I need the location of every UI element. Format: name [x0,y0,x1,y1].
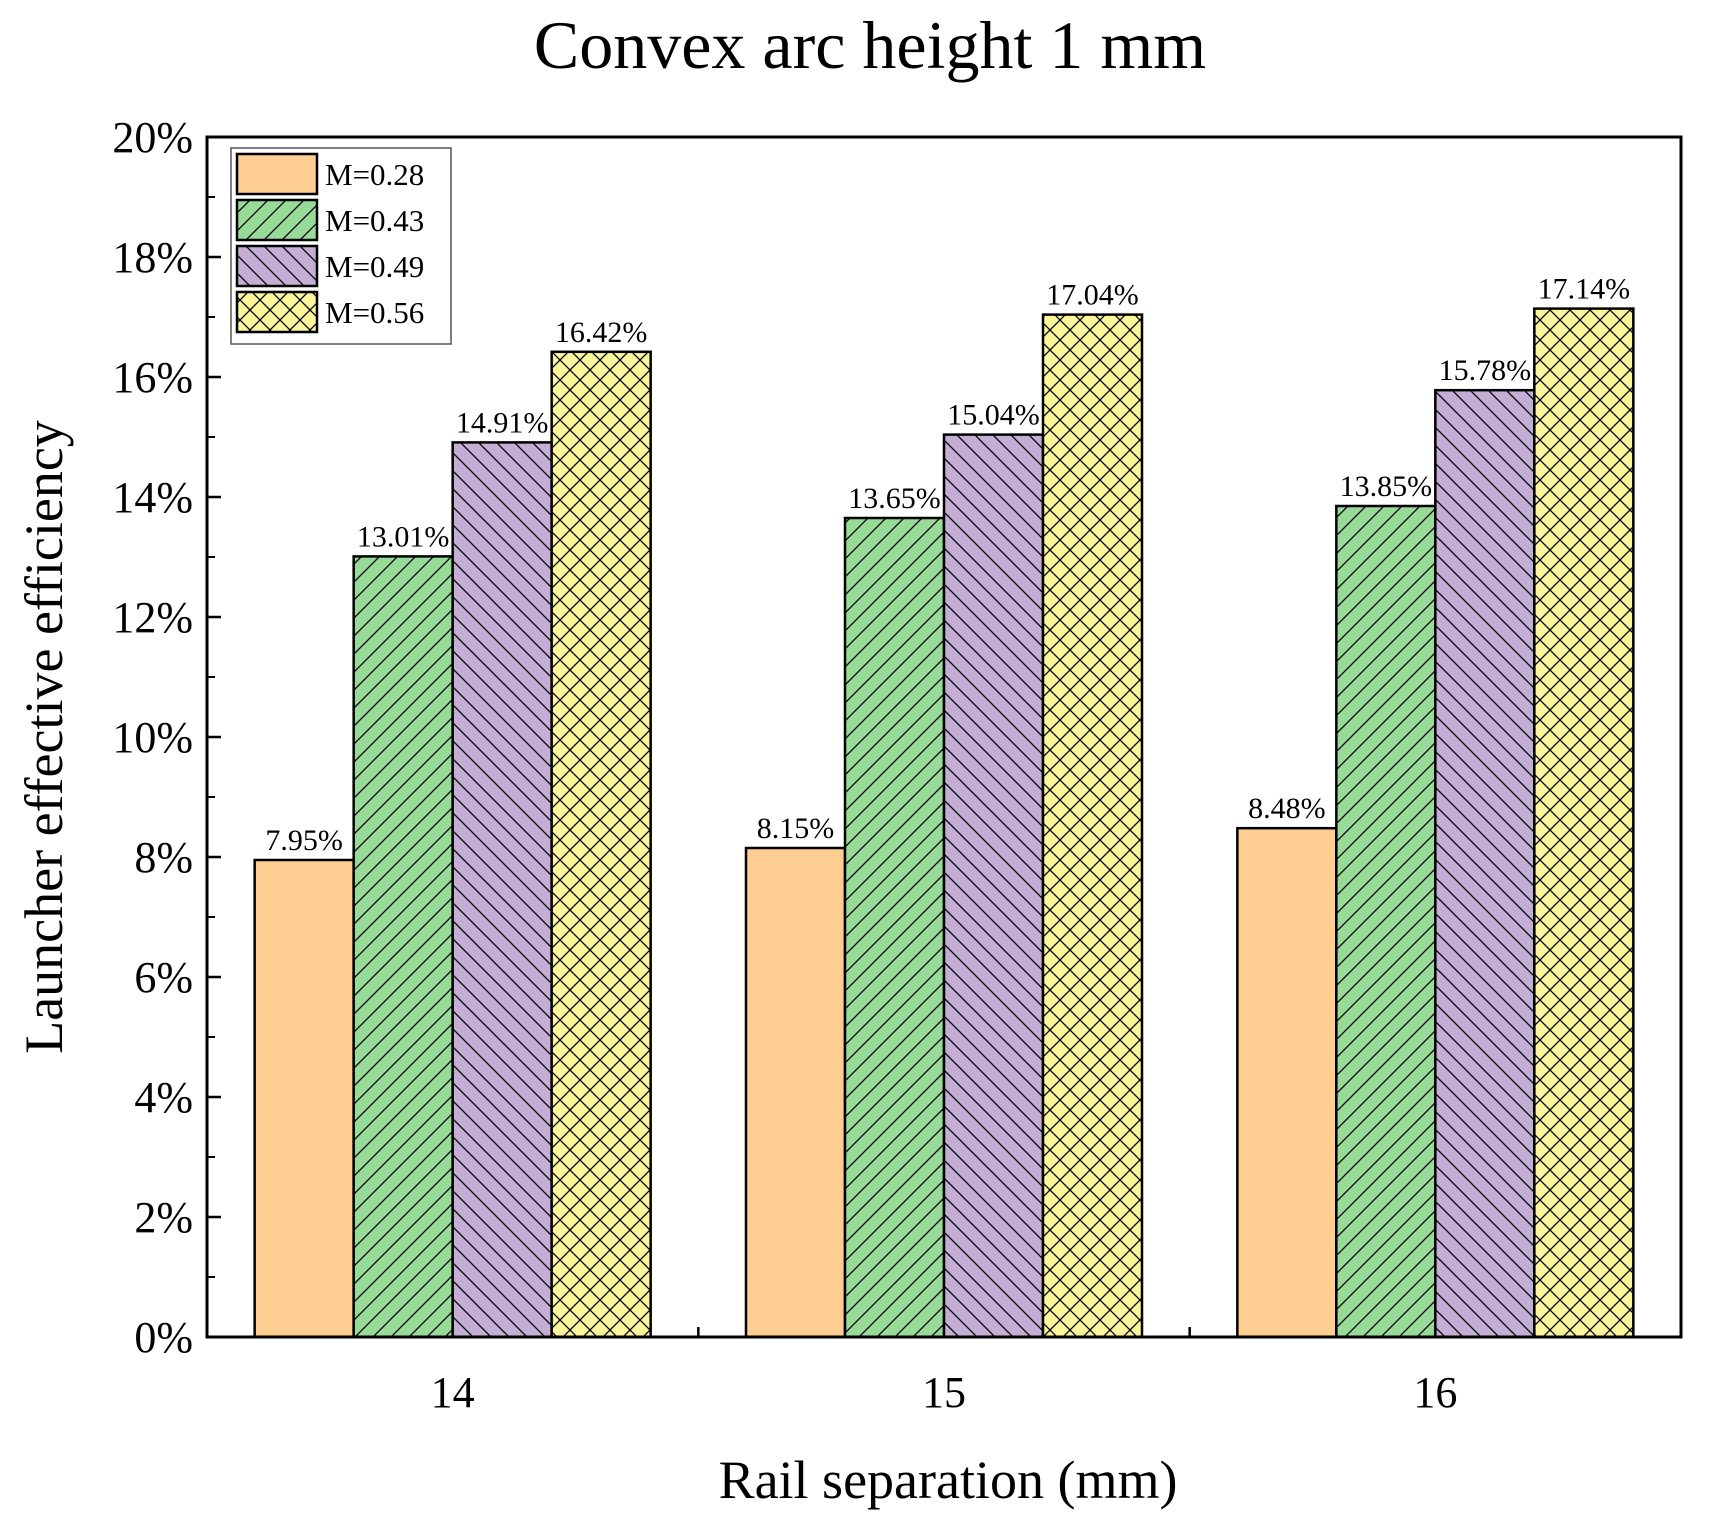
y-tick-label: 6% [134,953,193,1002]
x-axis-ticks: 14 15 16 [431,1327,1457,1417]
data-label: 16.42% [555,316,648,349]
x-axis-label: Rail separation (mm) [719,1450,1178,1510]
x-tick-label: 15 [922,1368,966,1417]
y-tick-label: 14% [112,473,193,522]
legend-label: M=0.28 [325,157,424,192]
legend-swatch-hatch [237,292,317,332]
y-tick-label: 12% [112,593,193,642]
y-tick-label: 10% [112,713,193,762]
data-label: 13.01% [357,520,450,553]
data-label: 8.15% [757,812,835,845]
data-label: 15.04% [947,399,1040,432]
legend-swatch-hatch [237,246,317,286]
legend-label: M=0.56 [325,295,424,330]
y-tick-label: 4% [134,1073,193,1122]
y-tick-label: 0% [134,1313,193,1362]
y-tick-label: 16% [112,353,193,402]
y-tick-label: 20% [112,113,193,162]
bars [253,307,1635,1339]
plot-frame [205,135,1683,1339]
bar-hatch [551,351,651,1337]
bar-hatch [1336,506,1436,1337]
x-tick-label: 14 [431,1368,475,1417]
y-tick-label: 18% [112,233,193,282]
bar [1237,828,1337,1337]
y-axis-label: Launcher effective efficiency [14,420,74,1054]
legend-swatch-outline [235,290,319,334]
bar-hatch [452,442,552,1337]
legend-swatch [237,154,317,194]
chart-title: Convex arc height 1 mm [534,7,1206,83]
legend: M=0.28 M=0.43 M=0.49 M=0.56 [230,147,452,345]
legend-label: M=0.43 [325,203,424,238]
legend-swatch-hatch [237,200,317,240]
data-label: 13.85% [1340,470,1433,503]
data-label: 17.04% [1046,279,1139,312]
bar-hatch [1534,308,1634,1338]
data-label: 8.48% [1248,792,1326,825]
legend-swatch-outline [235,198,319,242]
data-labels: 7.95% 13.01% 14.91% 16.42% 8.15% 13.65% 15.04%… [265,273,1630,857]
y-axis-ticks: 0% 2% 4% 6% 8% 10% 12% 14% 16% 18% 20% [112,113,221,1362]
bar-hatch [1435,390,1535,1337]
y-tick-label: 2% [134,1193,193,1242]
y-tick-label: 8% [134,833,193,882]
data-label: 17.14% [1538,273,1631,306]
bar [746,848,845,1337]
bar-hatch [944,434,1043,1338]
data-label: 15.78% [1439,354,1532,387]
bar-hatch [1043,314,1142,1338]
bar [254,860,354,1337]
legend-swatch-outline [235,152,319,196]
bar-hatch [845,518,944,1337]
bar-hatch [353,556,453,1337]
legend-swatch-outline [235,244,319,288]
data-label: 14.91% [456,406,549,439]
data-label: 13.65% [848,482,941,515]
data-label: 7.95% [265,824,343,857]
x-tick-label: 16 [1413,1368,1457,1417]
legend-label: M=0.49 [325,249,424,284]
